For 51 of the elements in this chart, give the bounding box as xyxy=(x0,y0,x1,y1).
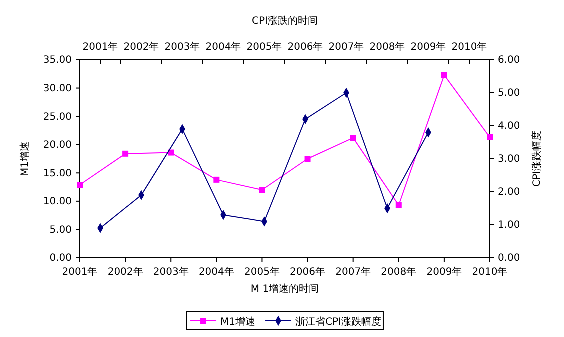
x2-tick-label: 2004年 xyxy=(206,41,242,53)
x-tick-label: 2006年 xyxy=(290,266,326,278)
point xyxy=(168,150,174,156)
point xyxy=(77,182,83,188)
point xyxy=(350,135,356,142)
x-tick-label: 2003年 xyxy=(153,266,189,278)
point xyxy=(304,156,311,162)
y2-tick-label: 3.00 xyxy=(498,154,520,166)
y-tick-label: 5.00 xyxy=(50,224,72,236)
x2-axis-title: CPI涨跌的时间 xyxy=(252,15,318,27)
point xyxy=(214,176,220,183)
x-tick-label: 2007年 xyxy=(336,266,372,278)
y2-tick-label: 6.00 xyxy=(498,55,520,66)
x2-tick-label: 2009年 xyxy=(410,41,446,53)
x-tick-label: 2001年 xyxy=(62,266,98,278)
x-tick-label: 2005年 xyxy=(244,266,280,278)
point xyxy=(122,150,129,157)
y-tick-label: 20.00 xyxy=(43,140,72,152)
legend-label: M1增速 xyxy=(220,316,256,328)
x2-tick-label: 2010年 xyxy=(452,41,488,53)
y2-tick-label: 5.00 xyxy=(498,88,520,100)
x2-tick-label: 2003年 xyxy=(164,41,200,53)
x2-tick-label: 2006年 xyxy=(288,41,324,53)
x2-tick-label: 2002年 xyxy=(124,41,160,53)
y-tick-label: 25.00 xyxy=(43,112,72,123)
x-tick-label: 2009年 xyxy=(426,266,462,278)
y-tick-label: 0.00 xyxy=(50,253,72,264)
y2-axis-title: CPI涨跌幅度 xyxy=(531,131,543,187)
x-tick-label: 2002年 xyxy=(108,266,144,278)
point xyxy=(259,187,266,194)
x2-tick-label: 2001年 xyxy=(82,41,118,53)
y-tick-label: 15.00 xyxy=(43,168,72,180)
point xyxy=(487,134,493,141)
y-axis-title: M1增速 xyxy=(19,142,31,176)
x-tick-label: 2004年 xyxy=(198,266,234,278)
x2-tick-label: 2005年 xyxy=(246,41,282,53)
point xyxy=(441,72,448,78)
y-tick-label: 10.00 xyxy=(43,196,72,208)
x-axis-title: M 1增速的时间 xyxy=(250,283,320,295)
y-tick-label: 30.00 xyxy=(43,83,72,94)
y2-tick-label: 0.00 xyxy=(498,253,520,264)
y2-tick-label: 4.00 xyxy=(498,121,520,132)
x-tick-label: 2008年 xyxy=(381,266,417,278)
point xyxy=(396,202,402,208)
y-tick-label: 35.00 xyxy=(43,55,72,66)
y2-tick-label: 1.00 xyxy=(498,220,520,232)
x-tick-label: 2010年 xyxy=(472,266,508,278)
x2-tick-label: 2008年 xyxy=(370,41,406,53)
legend-label: 浙江省CPI涨跌幅度 xyxy=(296,316,382,328)
x2-tick-label: 2007年 xyxy=(328,41,364,53)
y2-tick-label: 2.00 xyxy=(498,187,520,198)
